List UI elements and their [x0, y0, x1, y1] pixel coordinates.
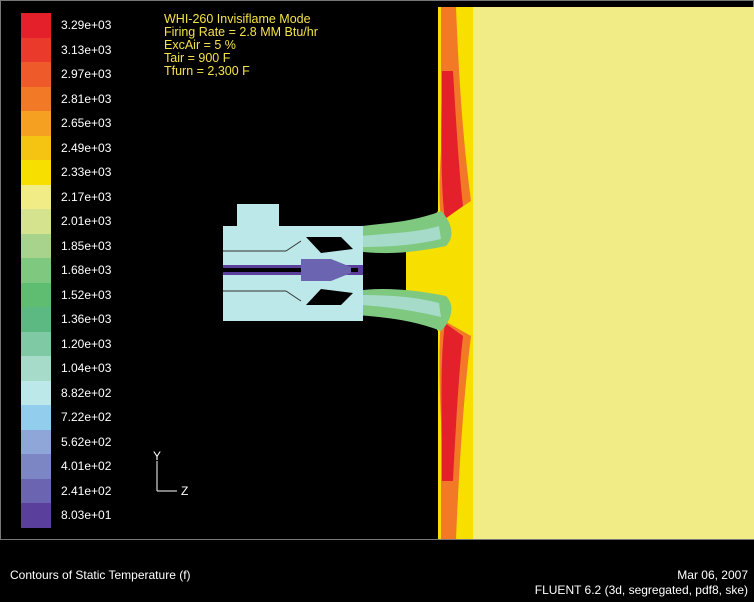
legend-label: 2.65e+03	[61, 116, 111, 130]
legend-label: 8.03e+01	[61, 508, 111, 522]
legend-swatch	[21, 454, 51, 479]
legend-swatch	[21, 381, 51, 406]
axis-y-label: Y	[153, 449, 161, 463]
legend-swatch	[21, 160, 51, 185]
legend-swatch	[21, 307, 51, 332]
axes-triad: Y Z	[151, 453, 191, 503]
legend-label: 5.62e+02	[61, 435, 111, 449]
info-annotation: WHI-260 Invisiflame Mode Firing Rate = 2…	[164, 13, 318, 78]
legend-label: 2.41e+02	[61, 484, 111, 498]
legend-label: 8.82e+02	[61, 386, 111, 400]
legend-label: 1.68e+03	[61, 263, 111, 277]
burner-top-box	[237, 204, 279, 226]
wall-yellow-band	[406, 7, 473, 539]
legend-swatch	[21, 479, 51, 504]
legend-swatch	[21, 430, 51, 455]
plot-title: Contours of Static Temperature (f)	[10, 568, 191, 582]
legend-label: 3.13e+03	[61, 43, 111, 57]
legend-label: 2.49e+03	[61, 141, 111, 155]
legend-swatch	[21, 209, 51, 234]
legend-label: 2.17e+03	[61, 190, 111, 204]
legend-label: 2.97e+03	[61, 67, 111, 81]
legend-label: 2.01e+03	[61, 214, 111, 228]
legend-label: 4.01e+02	[61, 459, 111, 473]
legend-swatch	[21, 111, 51, 136]
legend-swatch	[21, 405, 51, 430]
legend-swatch	[21, 332, 51, 357]
legend-swatch	[21, 136, 51, 161]
legend-swatch	[21, 234, 51, 259]
legend-swatch	[21, 258, 51, 283]
legend-label: 2.33e+03	[61, 165, 111, 179]
legend-swatch	[21, 283, 51, 308]
info-line-5: Tfurn = 2,300 F	[164, 65, 318, 78]
plot-date: Mar 06, 2007	[677, 568, 748, 582]
furnace-region	[473, 7, 754, 539]
legend-swatch	[21, 503, 51, 528]
contour-plot-viewport: 3.29e+03 3.13e+03 2.97e+03 2.81e+03 2.65e+03…	[0, 0, 754, 540]
legend-label: 1.85e+03	[61, 239, 111, 253]
legend-swatch	[21, 13, 51, 38]
legend-label: 1.52e+03	[61, 288, 111, 302]
temperature-contour-plot	[1, 1, 754, 541]
legend-swatch	[21, 62, 51, 87]
legend-label: 1.04e+03	[61, 361, 111, 375]
axis-z-label: Z	[181, 484, 188, 498]
legend-label: 7.22e+02	[61, 410, 111, 424]
legend-swatch	[21, 185, 51, 210]
legend-label: 3.29e+03	[61, 18, 111, 32]
legend-label: 1.36e+03	[61, 312, 111, 326]
legend-label: 2.81e+03	[61, 92, 111, 106]
footer: Contours of Static Temperature (f) Mar 0…	[0, 541, 754, 602]
solver-info: FLUENT 6.2 (3d, segregated, pdf8, ske)	[535, 583, 748, 597]
legend-label: 1.20e+03	[61, 337, 111, 351]
legend-swatch	[21, 38, 51, 63]
legend-swatch	[21, 87, 51, 112]
legend-swatch	[21, 356, 51, 381]
